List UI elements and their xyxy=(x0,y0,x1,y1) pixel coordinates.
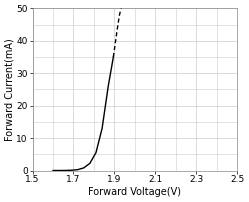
Y-axis label: Forward Current(mA): Forward Current(mA) xyxy=(5,38,15,141)
X-axis label: Forward Voltage(V): Forward Voltage(V) xyxy=(88,187,181,197)
